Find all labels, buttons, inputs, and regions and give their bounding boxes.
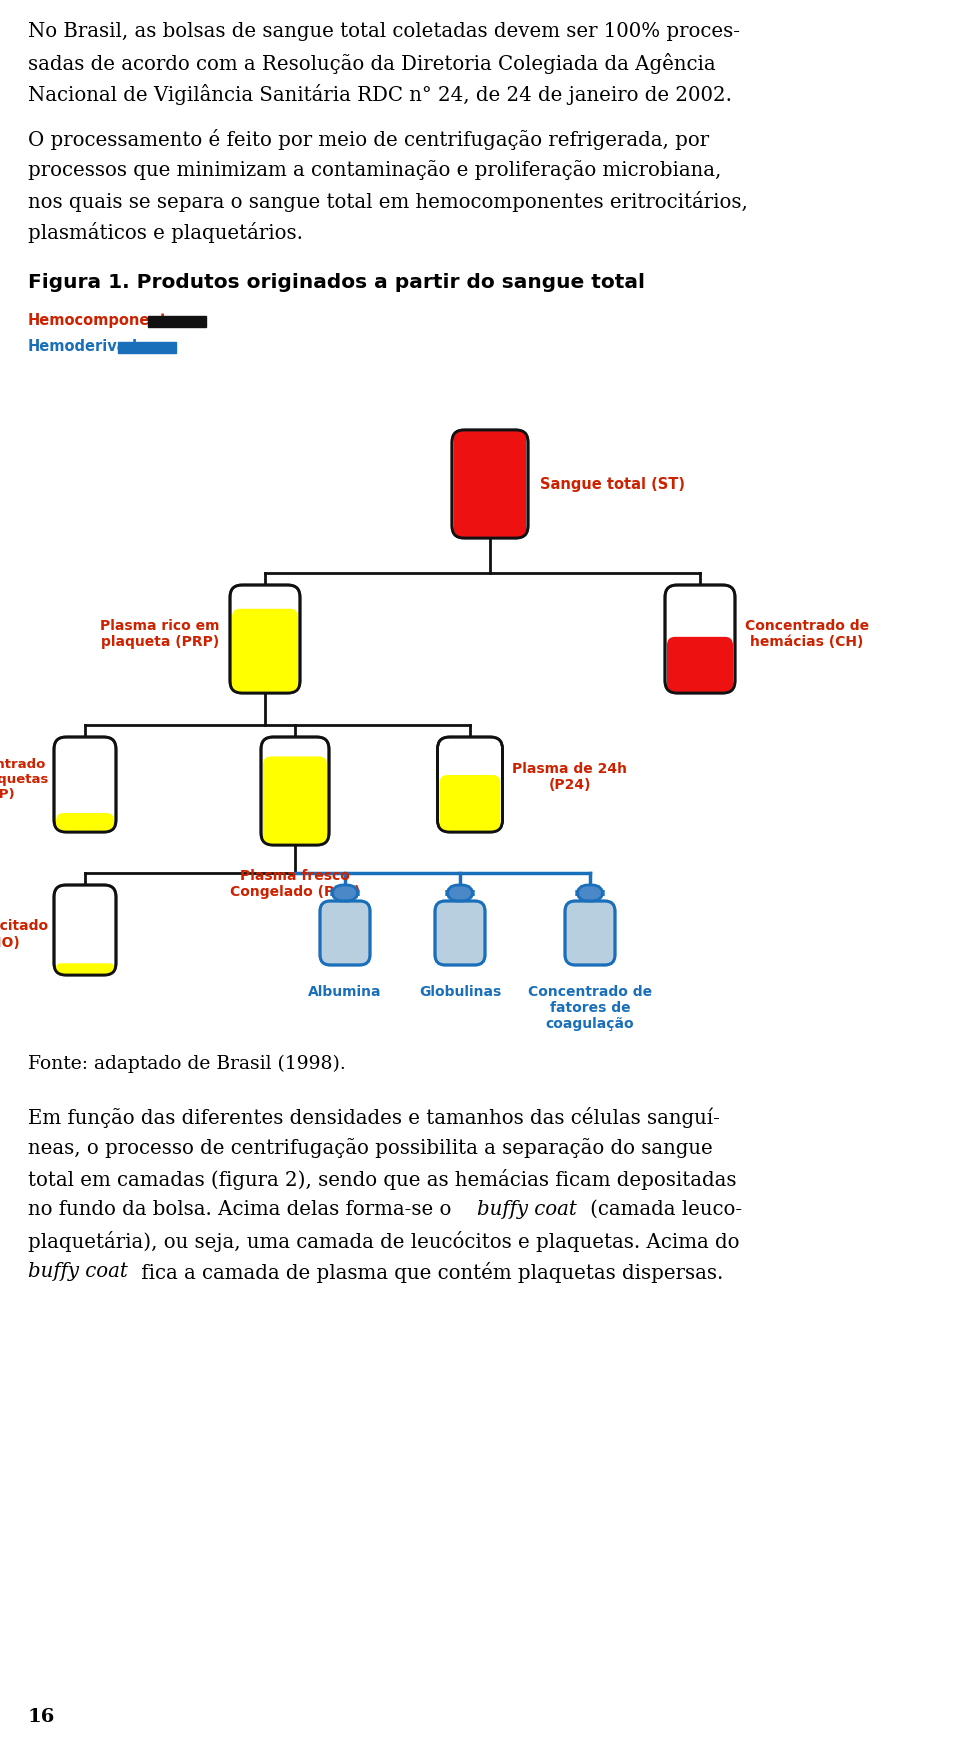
Text: Nacional de Vigilância Sanitária RDC n° 24, de 24 de janeiro de 2002.: Nacional de Vigilância Sanitária RDC n° … [28, 84, 732, 105]
FancyBboxPatch shape [54, 886, 116, 975]
FancyBboxPatch shape [447, 886, 473, 901]
FancyBboxPatch shape [230, 585, 300, 694]
FancyBboxPatch shape [148, 316, 206, 327]
FancyBboxPatch shape [263, 756, 327, 846]
FancyBboxPatch shape [452, 430, 528, 538]
Text: Plasma fresco
Congelado (PFC): Plasma fresco Congelado (PFC) [229, 868, 360, 900]
Text: O processamento é feito por meio de centrifugação refrigerada, por: O processamento é feito por meio de cent… [28, 129, 709, 150]
Text: No Brasil, as bolsas de sangue total coletadas devem ser 100% proces-: No Brasil, as bolsas de sangue total col… [28, 23, 740, 40]
Text: plasmáticos e plaquetários.: plasmáticos e plaquetários. [28, 222, 303, 243]
Text: Hemoderivados: Hemoderivados [28, 339, 156, 355]
Text: Sangue total (ST): Sangue total (ST) [540, 477, 685, 491]
Text: Hemocomponentes: Hemocomponentes [28, 313, 187, 328]
Text: buffy coat: buffy coat [28, 1261, 128, 1281]
FancyBboxPatch shape [118, 342, 176, 353]
Text: Concentrado de
hemácias (CH): Concentrado de hemácias (CH) [745, 618, 869, 648]
FancyBboxPatch shape [56, 963, 114, 975]
Text: neas, o processo de centrifugação possibilita a separação do sangue: neas, o processo de centrifugação possib… [28, 1137, 712, 1158]
Text: Globulinas: Globulinas [419, 985, 501, 999]
Text: Fonte: adaptado de Brasil (1998).: Fonte: adaptado de Brasil (1998). [28, 1055, 346, 1073]
Text: buffy coat: buffy coat [477, 1200, 577, 1219]
Text: Crioprecitado
(CRIO): Crioprecitado (CRIO) [0, 919, 48, 950]
Text: concentrado
de plaquetas
(CP): concentrado de plaquetas (CP) [0, 758, 48, 802]
FancyBboxPatch shape [454, 430, 526, 538]
FancyBboxPatch shape [667, 638, 733, 694]
FancyBboxPatch shape [577, 886, 603, 901]
FancyBboxPatch shape [332, 886, 358, 901]
FancyBboxPatch shape [665, 585, 735, 694]
Text: Albumina: Albumina [308, 985, 382, 999]
Text: Figura 1. Produtos originados a partir do sangue total: Figura 1. Produtos originados a partir d… [28, 273, 645, 292]
FancyBboxPatch shape [438, 737, 502, 832]
Text: Plasma rico em
plaqueta (PRP): Plasma rico em plaqueta (PRP) [101, 618, 220, 648]
FancyBboxPatch shape [56, 812, 114, 832]
FancyBboxPatch shape [565, 901, 615, 964]
Text: no fundo da bolsa. Acima delas forma-se o: no fundo da bolsa. Acima delas forma-se … [28, 1200, 458, 1219]
Text: Plasma de 24h
(P24): Plasma de 24h (P24) [513, 762, 628, 791]
FancyBboxPatch shape [232, 608, 298, 694]
FancyBboxPatch shape [261, 737, 329, 846]
FancyBboxPatch shape [54, 737, 116, 832]
Text: plaquetária), ou seja, uma camada de leucócitos e plaquetas. Acima do: plaquetária), ou seja, uma camada de leu… [28, 1232, 739, 1253]
FancyBboxPatch shape [435, 901, 485, 964]
Text: sadas de acordo com a Resolução da Diretoria Colegiada da Agência: sadas de acordo com a Resolução da Diret… [28, 52, 715, 73]
Text: (camada leuco-: (camada leuco- [584, 1200, 742, 1219]
Text: fica a camada de plasma que contém plaquetas dispersas.: fica a camada de plasma que contém plaqu… [135, 1261, 723, 1282]
FancyBboxPatch shape [320, 901, 370, 964]
Text: Concentrado de
fatores de
coagulação: Concentrado de fatores de coagulação [528, 985, 652, 1031]
Text: 16: 16 [28, 1709, 56, 1726]
Text: processos que minimizam a contaminação e proliferação microbiana,: processos que minimizam a contaminação e… [28, 161, 721, 180]
Text: total em camadas (figura 2), sendo que as hemácias ficam depositadas: total em camadas (figura 2), sendo que a… [28, 1169, 736, 1190]
Text: nos quais se separa o sangue total em hemocomponentes eritrocitários,: nos quais se separa o sangue total em he… [28, 190, 748, 211]
Text: Em função das diferentes densidades e tamanhos das células sanguí-: Em função das diferentes densidades e ta… [28, 1108, 720, 1129]
FancyBboxPatch shape [440, 776, 500, 832]
